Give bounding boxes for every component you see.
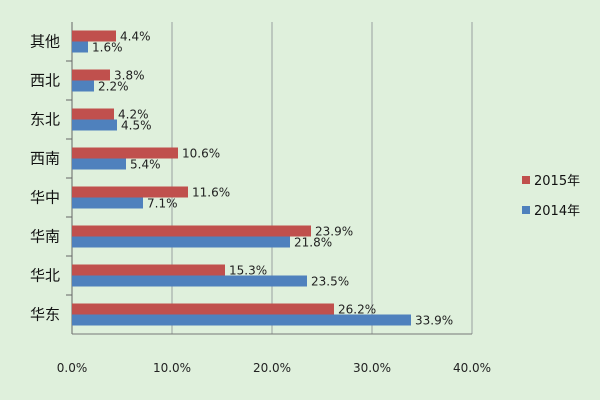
bar-2015 [72,264,225,276]
category-label: 华南 [30,228,60,246]
x-tick-label: 20.0% [253,361,291,375]
category-label: 华东 [30,306,60,324]
data-label: 21.8% [294,236,332,250]
x-tick-label: 30.0% [353,361,391,375]
category-label: 其他 [30,33,60,51]
bar-2014 [72,236,290,248]
bar-2014 [72,314,411,326]
data-label: 33.9% [415,314,453,328]
bar-2014 [72,275,307,287]
bar-2015 [72,147,178,159]
bar-2015 [72,303,334,315]
bar-2014 [72,158,126,170]
data-label: 4.4% [120,30,151,44]
data-label: 23.5% [311,275,349,289]
category-label: 华北 [30,267,60,285]
bar-2014 [72,197,143,209]
data-label: 2.2% [98,80,129,94]
bar-2015 [72,225,311,237]
data-label: 5.4% [130,158,161,172]
x-tick-label: 10.0% [153,361,191,375]
category-label: 东北 [30,111,60,129]
x-tick-label: 0.0% [57,361,88,375]
bar-2015 [72,30,116,42]
data-label: 4.2% [118,108,149,122]
data-label: 7.1% [147,197,178,211]
data-label: 4.5% [121,119,152,133]
bar-2014 [72,119,117,131]
data-label: 26.2% [338,303,376,317]
legend-swatch [522,206,530,214]
legend-label: 2015年 [534,174,580,189]
legend-swatch [522,176,530,184]
bar-2014 [72,80,94,92]
data-label: 15.3% [229,264,267,278]
data-label: 11.6% [192,186,230,200]
category-label: 西北 [30,72,60,90]
data-label: 1.6% [92,41,123,55]
bar-2014 [72,41,88,53]
category-label: 华中 [30,189,60,207]
bar-2015 [72,69,110,81]
category-label: 西南 [30,150,60,168]
bar-2015 [72,186,188,198]
x-tick-label: 40.0% [453,361,491,375]
data-label: 3.8% [114,69,145,83]
data-label: 23.9% [315,225,353,239]
legend-label: 2014年 [534,204,580,219]
bar-2015 [72,108,114,120]
data-label: 10.6% [182,147,220,161]
